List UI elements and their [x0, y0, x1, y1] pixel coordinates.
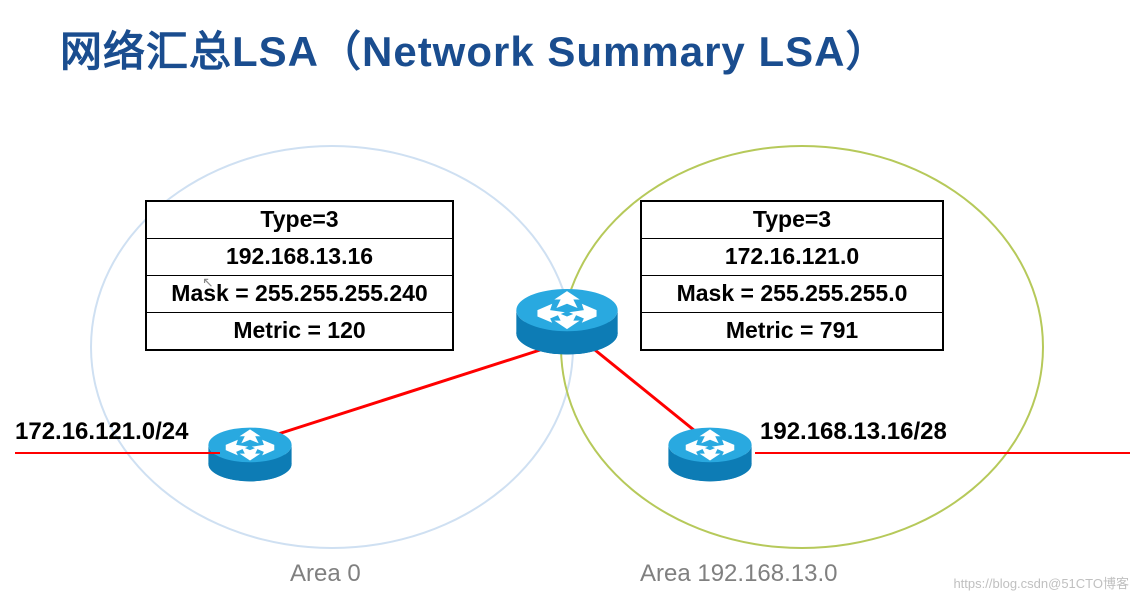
cursor-mark-icon: ↖ [202, 274, 214, 291]
lsa-left-mask: Mask = 255.255.255.240 [147, 276, 452, 313]
net-label-right: 192.168.13.16/28 [760, 418, 947, 446]
watermark-text: https://blog.csdn@51CTO博客 [953, 573, 1129, 592]
lsa-right-net: 172.16.121.0 [642, 239, 942, 276]
lsa-left-net: 192.168.13.16 [147, 239, 452, 276]
net-underline-right [755, 452, 1130, 454]
area-0-label: Area 0 [290, 560, 361, 588]
lsa-left-type: Type=3 [147, 202, 452, 239]
net-underline-left [15, 452, 220, 454]
net-label-left: 172.16.121.0/24 [15, 418, 189, 446]
lsa-left-metric: Metric = 120 [147, 313, 452, 349]
area-right-label: Area 192.168.13.0 [640, 560, 838, 588]
router-center-icon [512, 270, 622, 365]
lsa-right-type: Type=3 [642, 202, 942, 239]
link-center-left [275, 350, 540, 435]
router-right-icon [665, 412, 755, 490]
lsa-right-mask: Mask = 255.255.255.0 [642, 276, 942, 313]
lsa-table-left: Type=3 192.168.13.16 Mask = 255.255.255.… [145, 200, 454, 351]
lsa-right-metric: Metric = 791 [642, 313, 942, 349]
router-left-icon [205, 412, 295, 490]
lsa-table-right: Type=3 172.16.121.0 Mask = 255.255.255.0… [640, 200, 944, 351]
